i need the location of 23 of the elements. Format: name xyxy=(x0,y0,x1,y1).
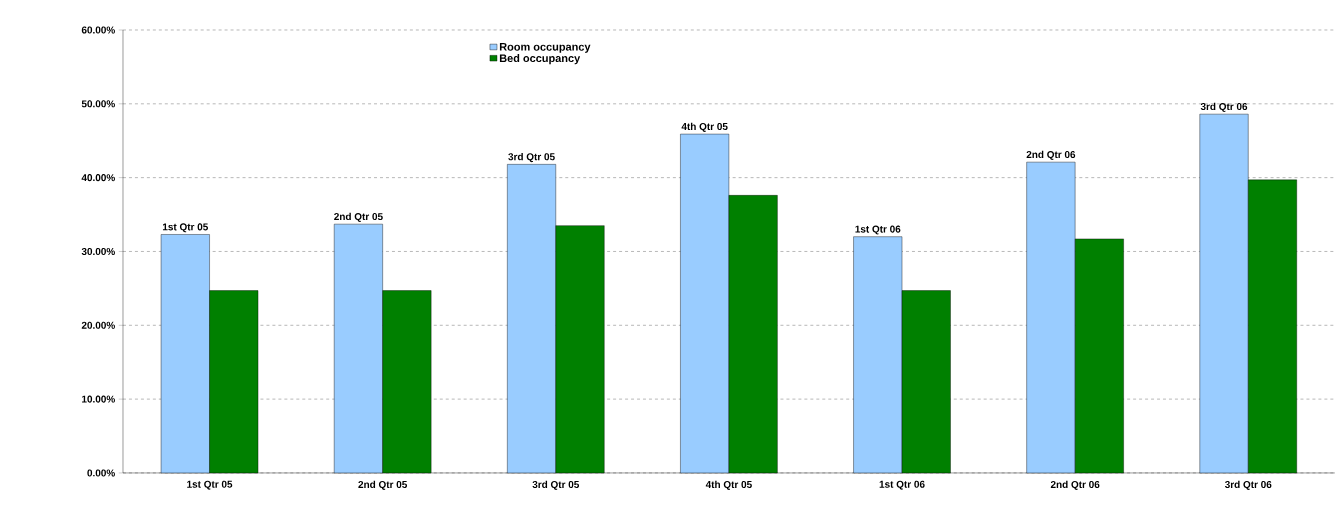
legend-label: Room occupancy xyxy=(499,43,591,53)
x-tick-label: 1st Qtr 05 xyxy=(187,480,233,490)
annotation: 1st Qtr 05 xyxy=(162,223,208,233)
x-tick-label: 2nd Qtr 06 xyxy=(1050,480,1100,490)
annotation: 3rd Qtr 06 xyxy=(1200,102,1248,112)
annotation: 4th Qtr 05 xyxy=(681,122,728,132)
y-tick-label: 0.00% xyxy=(87,469,115,477)
annotation: 3rd Qtr 05 xyxy=(508,153,555,163)
x-tick-label: 1st Qtr 06 xyxy=(879,480,925,490)
y-tick-label: 20.00% xyxy=(81,321,115,329)
annotation: 2nd Qtr 06 xyxy=(1026,150,1076,160)
annotation: 1st Qtr 06 xyxy=(855,225,901,235)
legend-label: Bed occupancy xyxy=(499,54,581,65)
y-tick-label: 50.00% xyxy=(81,100,115,108)
x-tick-label: 3rd Qtr 05 xyxy=(532,480,580,490)
x-tick-label: 3rd Qtr 06 xyxy=(1224,480,1272,490)
y-tick-label: 30.00% xyxy=(81,247,115,256)
y-tick-label: 10.00% xyxy=(82,395,115,403)
annotation: 2nd Qtr 05 xyxy=(334,212,383,222)
y-tick-label: 60.00% xyxy=(81,26,115,34)
x-tick-label: 4th Qtr 05 xyxy=(705,480,752,490)
x-tick-label: 2nd Qtr 05 xyxy=(358,480,408,490)
y-tick-label: 40.00% xyxy=(81,174,115,182)
